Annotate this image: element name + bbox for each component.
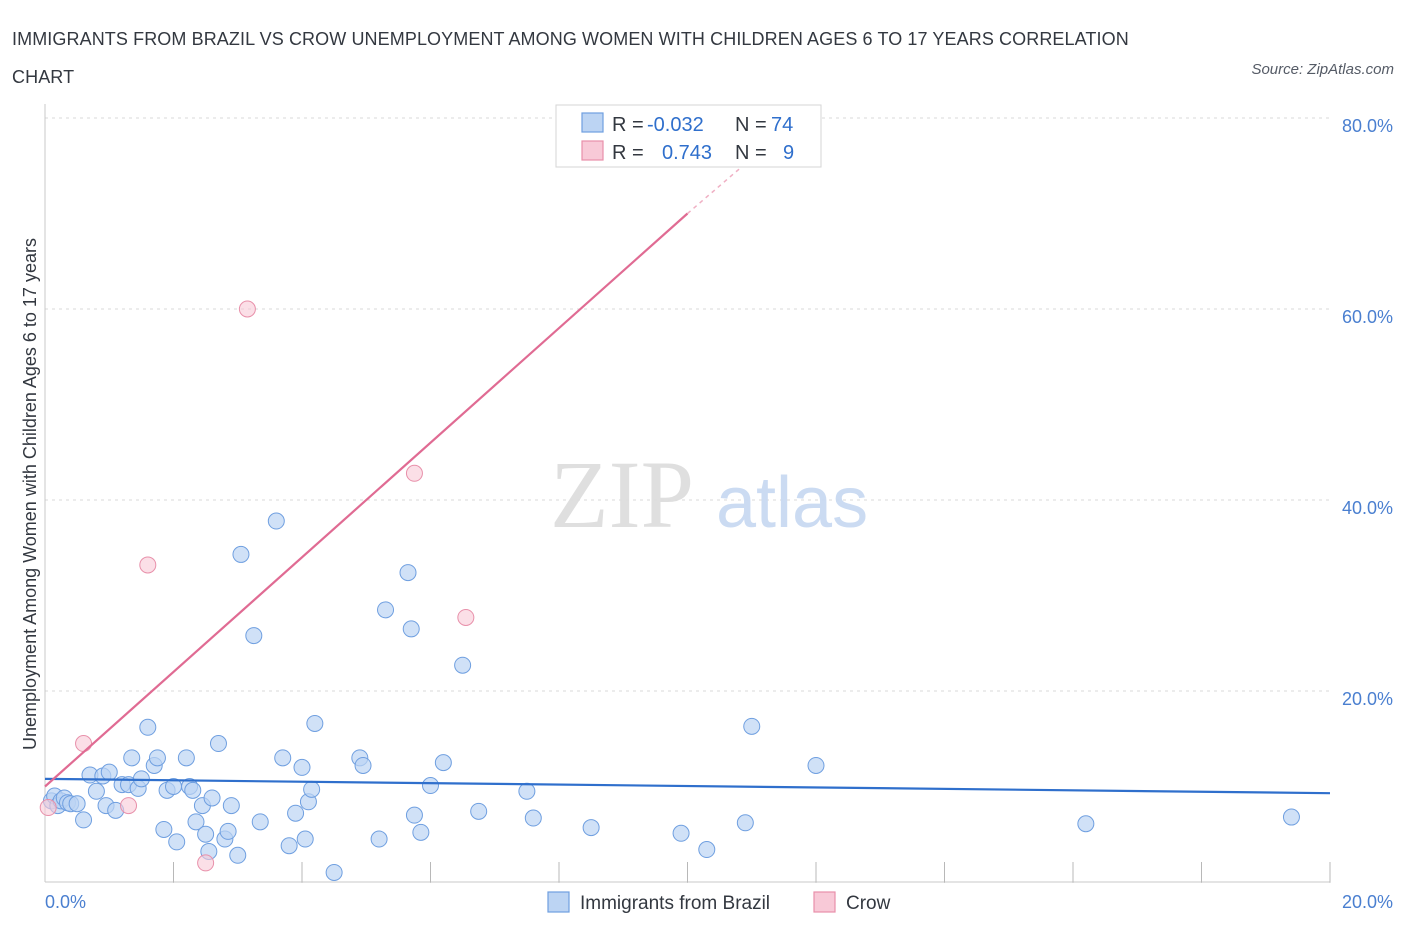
brazil-point	[325, 863, 343, 881]
legend-swatch-crow	[581, 140, 604, 161]
brazil-point	[1077, 815, 1095, 833]
source-label: Source: ZipAtlas.com	[1251, 61, 1394, 78]
brazil-point	[251, 813, 269, 831]
brazil-point	[736, 814, 754, 832]
brazil-point	[274, 749, 292, 767]
crow-point	[238, 300, 256, 318]
bottom-legend-label-crow: Crow	[846, 893, 891, 914]
brazil-point	[412, 823, 430, 841]
brazil-point	[370, 830, 388, 848]
crow-trend-extension	[687, 160, 750, 215]
grid-lines	[45, 117, 1330, 692]
x-tick-label: 20.0%	[1342, 892, 1393, 912]
watermark: ZIP atlas	[550, 441, 868, 548]
brazil-point	[187, 813, 205, 831]
crow-point	[139, 556, 157, 574]
brazil-point	[203, 789, 221, 807]
bottom-legend: Immigrants from Brazil Crow	[547, 891, 891, 914]
brazil-point	[293, 758, 311, 776]
x-tick-label: 0.0%	[45, 892, 86, 912]
y-tick-label: 60.0%	[1342, 307, 1393, 327]
brazil-point	[148, 749, 166, 767]
brazil-point	[87, 782, 105, 800]
brazil-point	[354, 756, 372, 774]
brazil-point	[296, 830, 314, 848]
trend-lines	[44, 160, 1331, 795]
brazil-point	[280, 837, 298, 855]
brazil-trend-line	[44, 777, 1331, 795]
bottom-legend-swatch-crow	[813, 891, 836, 913]
brazil-point	[229, 846, 247, 864]
brazil-point	[139, 718, 157, 736]
watermark-zip: ZIP	[550, 441, 694, 548]
y-axis-label: Unemployment Among Women with Children A…	[20, 238, 40, 750]
brazil-point	[287, 804, 305, 822]
bottom-legend-label-brazil: Immigrants from Brazil	[580, 893, 770, 914]
legend-r-value-brazil: -0.032	[647, 114, 704, 136]
brazil-point	[399, 564, 417, 582]
brazil-point	[743, 717, 761, 735]
brazil-point	[155, 820, 173, 838]
y-tick-label: 80.0%	[1342, 116, 1393, 136]
legend: R = -0.032 N = 74 R = 0.743 N = 9	[555, 104, 822, 168]
brazil-point	[197, 825, 215, 843]
brazil-point	[232, 545, 250, 563]
crow-point	[39, 799, 57, 817]
brazil-point	[184, 781, 202, 799]
bottom-legend-swatch-brazil	[547, 891, 570, 913]
brazil-point	[100, 763, 118, 781]
axes	[44, 104, 1331, 883]
brazil-point	[75, 811, 93, 829]
brazil-point	[68, 795, 86, 813]
brazil-point	[267, 512, 285, 530]
brazil-point	[518, 782, 536, 800]
x-tick-labels: 0.0% 20.0%	[45, 892, 1393, 912]
legend-r-label-brazil: R =	[612, 114, 644, 136]
brazil-point	[1282, 808, 1300, 826]
brazil-point	[209, 735, 227, 753]
crow-point	[120, 797, 138, 815]
brazil-point	[306, 714, 324, 732]
brazil-point	[222, 797, 240, 815]
chart-title: IMMIGRANTS FROM BRAZIL VS CROW UNEMPLOYM…	[12, 29, 1129, 87]
y-tick-label: 40.0%	[1342, 498, 1393, 518]
brazil-point	[434, 754, 452, 772]
legend-n-label-crow: N =	[735, 142, 767, 164]
brazil-point	[807, 756, 825, 774]
brazil-point	[177, 749, 195, 767]
brazil-point	[405, 806, 423, 824]
brazil-point	[245, 627, 263, 645]
brazil-point	[524, 809, 542, 827]
crow-point	[457, 608, 475, 626]
crow-point	[197, 854, 215, 872]
crow-point	[405, 464, 423, 482]
legend-n-value-crow: 9	[783, 142, 794, 164]
brazil-point	[582, 819, 600, 837]
brazil-point	[377, 601, 395, 619]
brazil-point	[470, 802, 488, 820]
legend-r-label-crow: R =	[612, 142, 644, 164]
brazil-point	[454, 656, 472, 674]
brazil-points	[42, 512, 1300, 881]
y-tick-label: 20.0%	[1342, 689, 1393, 709]
brazil-point	[123, 749, 141, 767]
legend-r-value-crow: 0.743	[662, 142, 712, 164]
legend-n-value-brazil: 74	[771, 114, 793, 136]
brazil-point	[698, 841, 716, 859]
watermark-atlas: atlas	[716, 463, 868, 543]
legend-swatch-brazil	[581, 112, 604, 133]
crow-points	[39, 138, 664, 872]
y-tick-labels: 20.0% 40.0% 60.0% 80.0%	[1342, 116, 1393, 709]
crow-trend-line	[44, 212, 689, 788]
brazil-point	[303, 780, 321, 798]
brazil-point	[422, 777, 439, 795]
legend-n-label-brazil: N =	[735, 114, 767, 136]
brazil-point	[402, 620, 420, 638]
brazil-point	[672, 824, 690, 842]
crow-point	[75, 735, 93, 753]
brazil-point	[219, 822, 237, 840]
brazil-point	[168, 833, 186, 851]
